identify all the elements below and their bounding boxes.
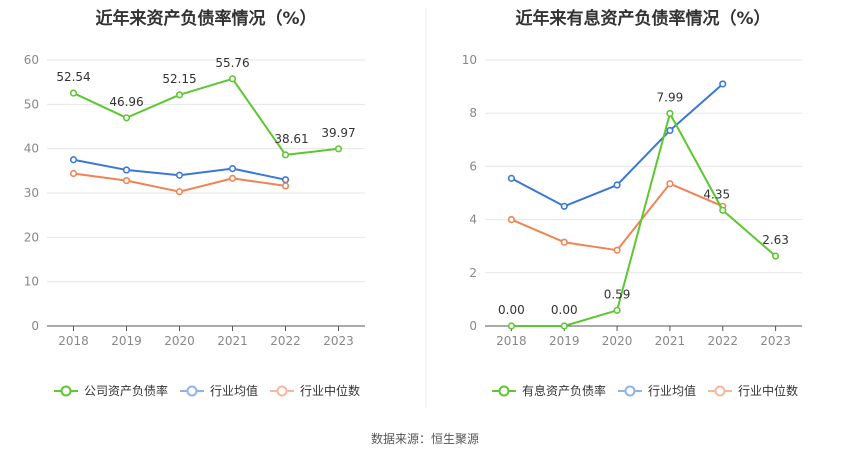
data-point[interactable] (228, 165, 237, 173)
data-point[interactable] (281, 151, 290, 159)
series-line (73, 77, 339, 156)
data-point[interactable] (122, 166, 131, 174)
x-tick-label: 2020 (602, 334, 633, 348)
data-point[interactable] (719, 80, 727, 88)
data-point[interactable] (560, 202, 568, 210)
data-point[interactable] (560, 238, 568, 246)
data-point[interactable] (175, 91, 184, 99)
data-point[interactable] (771, 252, 780, 260)
data-label: 55.76 (215, 56, 249, 70)
data-label: 0.00 (551, 303, 578, 317)
data-point[interactable] (122, 176, 131, 185)
legend-label: 公司资产负债率 (84, 383, 168, 398)
data-point[interactable] (613, 306, 621, 314)
data-point[interactable] (69, 89, 78, 97)
data-point[interactable] (613, 246, 621, 254)
data-label: 0.00 (498, 303, 525, 317)
y-tick-label: 6 (469, 159, 477, 173)
x-tick-label: 2018 (496, 334, 527, 348)
data-label: 52.54 (56, 70, 90, 84)
y-tick-label: 2 (469, 266, 477, 280)
y-tick-label: 30 (24, 186, 39, 200)
data-point[interactable] (560, 322, 568, 330)
chart-panel-debt-ratio: 近年来资产负债率情况（%） 0 10 20 30 40 50 60 2018 2019 2020 20… (24, 8, 365, 398)
y-tick-label: 8 (469, 106, 477, 120)
data-point[interactable] (613, 181, 621, 189)
legend-item[interactable]: 公司资产负债率 (54, 383, 168, 398)
chart-title: 近年来资产负债率情况（%） (95, 8, 316, 29)
data-point[interactable] (666, 109, 674, 118)
chart-title: 近年来有息资产负债率情况（%） (515, 8, 770, 29)
y-tick-label: 40 (24, 142, 39, 156)
data-point[interactable] (334, 145, 343, 153)
legend-label: 有息资产负债率 (522, 383, 606, 398)
legend-item[interactable]: 行业中位数 (708, 383, 798, 398)
data-point[interactable] (281, 176, 290, 184)
y-tick-label: 50 (24, 97, 39, 111)
series-line (511, 112, 777, 327)
x-tick-label: 2019 (549, 334, 580, 348)
legend-label: 行业中位数 (300, 383, 360, 398)
legend-swatch-marker (714, 385, 726, 397)
data-point[interactable] (281, 182, 290, 190)
data-point[interactable] (666, 180, 674, 188)
legend-swatch-marker (276, 385, 288, 397)
data-point[interactable] (69, 156, 78, 164)
x-tick-label: 2023 (760, 334, 791, 348)
data-label: 2.63 (762, 233, 789, 247)
legend-label: 行业均值 (210, 383, 258, 398)
x-tick-label: 2020 (164, 334, 195, 348)
data-label: 52.15 (162, 72, 196, 86)
x-tick-label: 2022 (707, 334, 738, 348)
x-tick-label: 2023 (323, 334, 354, 348)
x-tick-label: 2018 (58, 334, 89, 348)
y-tick-label: 10 (462, 53, 477, 67)
legend-item[interactable]: 行业均值 (180, 383, 258, 398)
y-tick-label: 0 (31, 319, 39, 333)
data-label: 39.97 (321, 126, 355, 140)
x-tick-label: 2021 (655, 334, 686, 348)
source-label: 数据来源：恒生聚源 (371, 431, 479, 446)
data-label: 7.99 (657, 90, 684, 104)
chart-panel-interest-bearing-debt-ratio: 近年来有息资产负债率情况（%） 0 2 4 6 8 10 2018 2019 2020 2021 20… (462, 8, 802, 398)
data-point[interactable] (719, 206, 727, 214)
y-tick-label: 20 (24, 230, 39, 244)
legend-item[interactable]: 行业均值 (618, 383, 696, 398)
data-label: 38.61 (274, 132, 308, 146)
data-point[interactable] (507, 322, 516, 330)
data-label: 4.35 (703, 187, 730, 201)
data-label: 46.96 (109, 95, 143, 109)
data-point[interactable] (175, 171, 184, 179)
legend-item[interactable]: 有息资产负债率 (492, 383, 606, 398)
x-tick-label: 2022 (270, 334, 301, 348)
y-tick-label: 0 (469, 319, 477, 333)
y-tick-label: 4 (469, 213, 477, 227)
legend-swatch-marker (498, 385, 510, 397)
legend-item[interactable]: 行业中位数 (270, 383, 360, 398)
data-point[interactable] (507, 174, 516, 182)
legend-swatch-marker (60, 385, 72, 397)
data-point[interactable] (228, 174, 237, 182)
legend-swatch-marker (624, 385, 636, 397)
y-tick-label: 10 (24, 275, 39, 289)
legend-swatch-marker (186, 385, 198, 397)
legend-label: 行业中位数 (738, 383, 798, 398)
data-point[interactable] (175, 188, 184, 196)
data-label: 0.59 (604, 287, 631, 301)
series-line (511, 182, 724, 252)
data-point[interactable] (666, 126, 674, 135)
data-point[interactable] (507, 216, 516, 224)
y-tick-label: 60 (24, 53, 39, 67)
legend-label: 行业均值 (648, 383, 696, 398)
data-point[interactable] (69, 169, 78, 178)
x-tick-label: 2021 (217, 334, 248, 348)
data-point[interactable] (122, 114, 131, 122)
data-point[interactable] (228, 75, 237, 83)
x-tick-label: 2019 (111, 334, 142, 348)
